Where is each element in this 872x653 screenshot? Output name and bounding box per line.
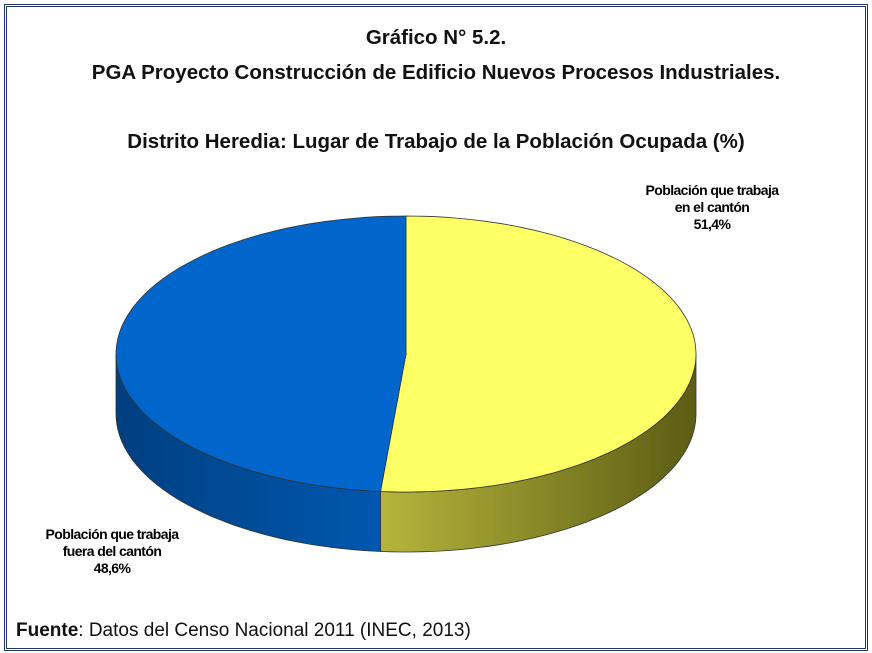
- chart-title: Gráfico N° 5.2.: [365, 26, 507, 49]
- source-label: Fuente: [16, 620, 79, 641]
- slice-value: 51,4%: [693, 216, 731, 232]
- slice-label: Población que trabaja fuera del cantón 48…: [37, 526, 187, 577]
- source: Fuente: Datos del Censo Nacional 2011 (I…: [16, 620, 471, 642]
- pie-slice: [115, 215, 407, 492]
- source-text: : Datos del Censo Nacional 2011 (INEC, 2…: [78, 620, 471, 641]
- frame-border: [4, 4, 868, 651]
- chart-title: PGA Proyecto Construcción de Edificio Nu…: [91, 61, 781, 84]
- slice-value: 48,6%: [93, 560, 131, 576]
- slice-category: Población que trabaja fuera del cantón: [45, 526, 179, 559]
- slice-category: Población que trabaja en el cantón: [645, 182, 779, 215]
- slice-label: Población que trabaja en el cantón 51,4%: [637, 182, 787, 233]
- chart-title: Distrito Heredia: Lugar de Trabajo de la…: [127, 130, 745, 153]
- pie-slice: [380, 215, 697, 493]
